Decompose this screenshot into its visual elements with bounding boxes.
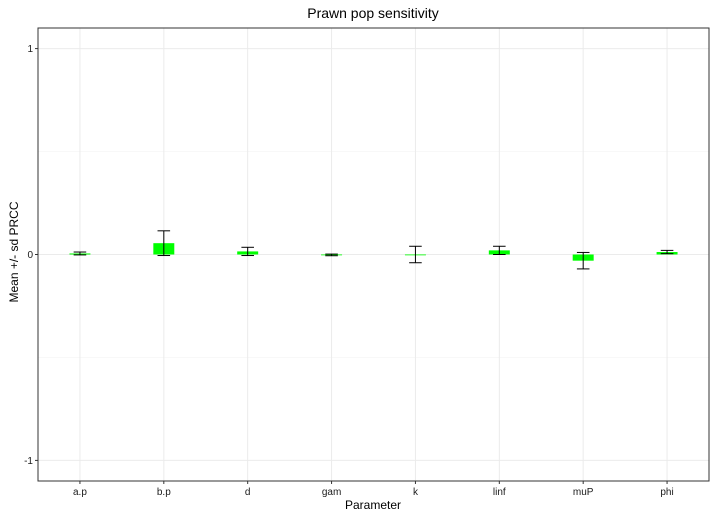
x-axis-title: Parameter [345, 498, 401, 512]
x-tick-label-k: k [413, 487, 419, 498]
x-tick-label-gam: gam [322, 487, 341, 498]
x-tick-label-muP: muP [573, 487, 594, 498]
x-tick-label-linf: linf [493, 487, 506, 498]
chart-title: Prawn pop sensitivity [307, 5, 439, 21]
plot-area: -1 0 1 a.p b.p d gam k linf muP phi [24, 27, 710, 498]
panel-border [37, 27, 710, 482]
x-tick-label-a.p: a.p [73, 487, 87, 498]
x-tick-label-b.p: b.p [157, 487, 171, 498]
y-tick-label: 1 [27, 44, 33, 55]
y-tick-label: 0 [27, 250, 33, 261]
x-tick-label-phi: phi [660, 487, 673, 498]
y-axis-title: Mean +/- sd PRCC [7, 201, 21, 302]
y-tick-label: -1 [24, 456, 33, 467]
x-tick-label-d: d [245, 487, 251, 498]
